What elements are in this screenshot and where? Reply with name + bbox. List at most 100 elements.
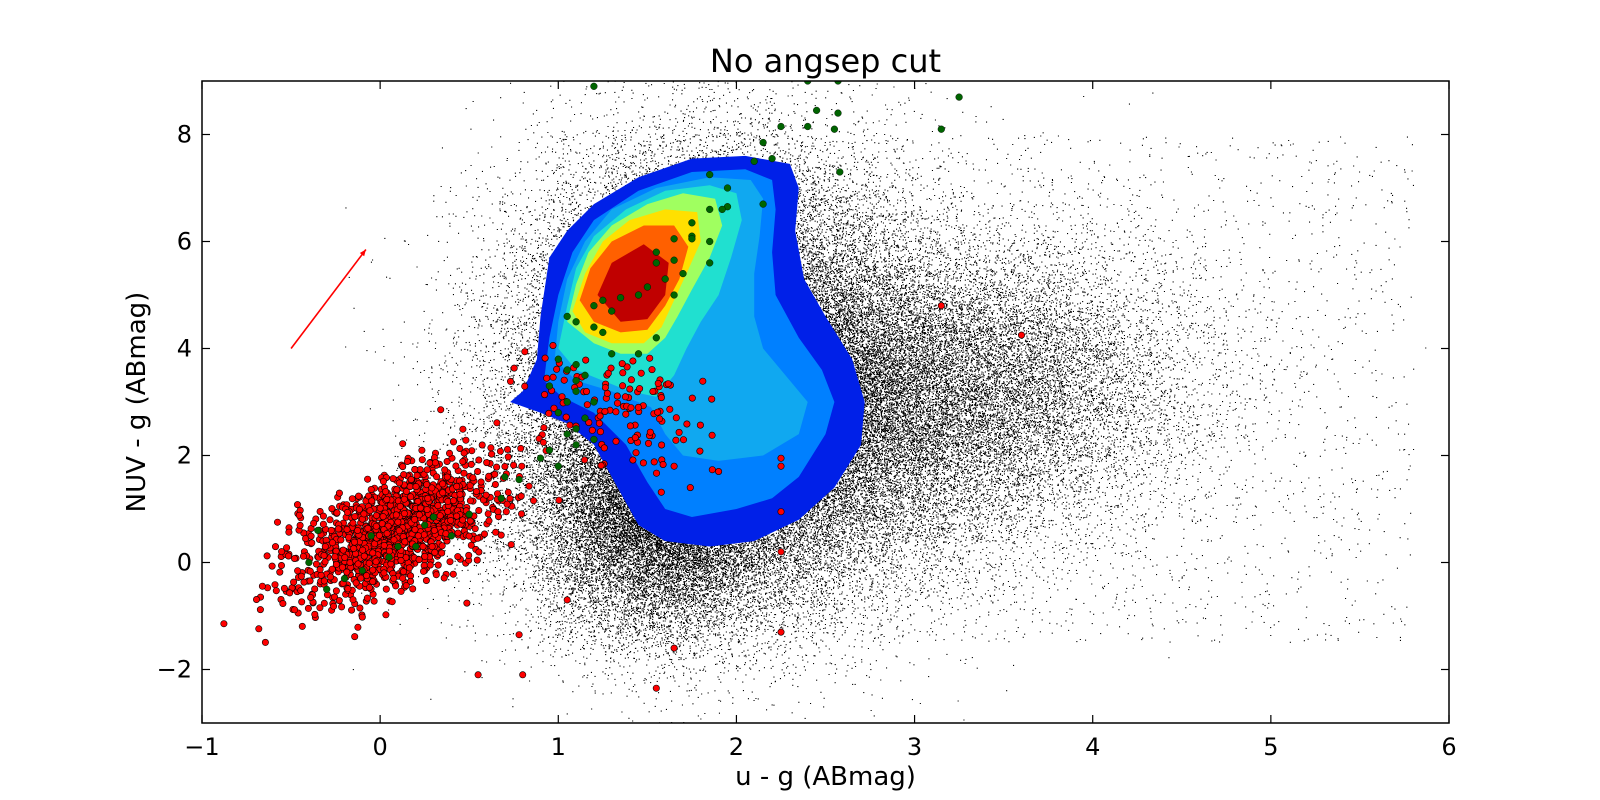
red-point <box>320 599 328 607</box>
red-point <box>299 552 307 560</box>
red-point <box>672 436 680 444</box>
red-point <box>304 604 312 612</box>
red-point <box>341 553 349 561</box>
red-point <box>418 456 426 464</box>
red-point <box>256 606 264 614</box>
red-point <box>348 606 356 614</box>
green-point <box>670 235 678 243</box>
red-point <box>258 582 266 590</box>
red-point <box>360 552 368 560</box>
red-point <box>379 477 387 485</box>
red-point <box>402 487 410 495</box>
red-point <box>657 394 665 402</box>
red-point <box>294 567 302 575</box>
red-point <box>560 376 568 384</box>
red-point <box>555 496 563 504</box>
red-point <box>459 425 467 433</box>
green-point <box>608 350 616 358</box>
red-point <box>261 638 269 646</box>
red-point <box>297 587 305 595</box>
red-point <box>332 560 340 568</box>
red-point <box>393 486 401 494</box>
reddening-arrow <box>290 249 367 349</box>
red-point <box>428 484 436 492</box>
green-point <box>643 283 652 291</box>
red-point <box>395 527 403 535</box>
density-contours <box>510 155 865 547</box>
green-point <box>421 521 429 529</box>
arrow-layer <box>290 249 367 349</box>
green-point <box>812 106 821 115</box>
red-point <box>696 447 704 455</box>
red-point <box>449 438 457 446</box>
red-point <box>708 466 716 474</box>
green-point <box>804 122 812 131</box>
red-point <box>467 541 475 549</box>
red-point <box>582 356 590 364</box>
red-point <box>372 522 380 530</box>
red-point <box>383 495 391 503</box>
red-point <box>414 532 422 540</box>
green-point <box>759 138 767 147</box>
x-tick-label: 2 <box>729 733 744 761</box>
red-point <box>474 534 482 542</box>
red-point <box>366 507 374 515</box>
red-point <box>449 570 457 578</box>
red-point <box>328 565 336 573</box>
red-point <box>395 479 403 487</box>
x-tick-label: 4 <box>1085 733 1100 761</box>
red-point <box>363 594 371 602</box>
red-point <box>271 581 279 589</box>
red-point <box>343 568 351 576</box>
red-point <box>273 518 281 526</box>
red-point <box>583 401 591 409</box>
red-point <box>627 376 635 384</box>
green-point <box>563 430 571 438</box>
green-point <box>563 366 571 374</box>
red-point <box>360 510 368 518</box>
red-point <box>369 566 377 574</box>
red-point <box>566 421 574 429</box>
red-point <box>494 508 502 516</box>
red-point <box>364 524 372 532</box>
green-point <box>590 323 598 331</box>
green-point <box>768 155 776 163</box>
red-point <box>631 434 639 442</box>
red-point <box>518 462 526 470</box>
red-point <box>666 405 674 413</box>
green-point <box>670 291 678 299</box>
red-point <box>462 436 470 444</box>
red-point <box>376 504 384 512</box>
green-point <box>634 291 643 299</box>
red-point <box>541 354 549 362</box>
red-point <box>438 542 446 550</box>
red-point <box>311 610 319 618</box>
green-point <box>554 355 562 363</box>
y-tick-label: 8 <box>177 121 192 149</box>
red-point <box>604 369 612 377</box>
green-point <box>572 361 580 369</box>
red-point <box>359 546 367 554</box>
green-point <box>314 526 322 535</box>
red-point <box>332 587 340 595</box>
red-point <box>399 574 407 582</box>
red-point <box>440 574 448 582</box>
red-point <box>253 595 261 603</box>
red-point <box>539 438 547 446</box>
red-point <box>521 348 529 356</box>
plot-frame <box>201 80 1450 724</box>
red-point <box>510 364 518 372</box>
red-point <box>629 456 637 464</box>
red-point <box>459 458 467 466</box>
red-point <box>278 548 286 556</box>
green-point <box>706 171 714 179</box>
red-point <box>465 532 473 540</box>
red-point <box>317 571 325 579</box>
red-point <box>487 444 495 452</box>
green-point <box>572 387 580 395</box>
red-point <box>332 547 340 555</box>
green-point <box>590 302 598 310</box>
red-point <box>453 512 461 520</box>
red-point <box>334 525 342 533</box>
